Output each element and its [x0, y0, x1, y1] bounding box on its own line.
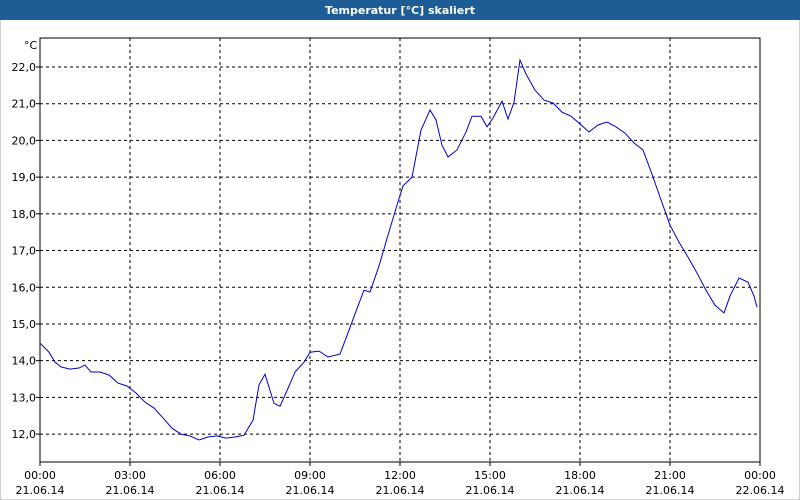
y-tick-label: 14,0 — [12, 355, 37, 368]
y-tick-label: 18,0 — [12, 208, 37, 221]
x-tick-date: 21.06.14 — [376, 484, 425, 497]
x-tick-date: 21.06.14 — [16, 484, 65, 497]
y-tick-label: 17,0 — [12, 245, 37, 258]
x-tick-date: 21.06.14 — [106, 484, 155, 497]
x-tick-date: 21.06.14 — [556, 484, 605, 497]
x-tick-date: 21.06.14 — [286, 484, 335, 497]
x-tick-label: 06:00 — [204, 469, 236, 482]
chart-title: Temperatur [°C] skaliert — [325, 4, 475, 17]
y-tick-label: 19,0 — [12, 171, 37, 184]
y-tick-label: 12,0 — [12, 428, 37, 441]
x-tick-label: 18:00 — [564, 469, 596, 482]
y-tick-label: 13,0 — [12, 391, 37, 404]
x-tick-label: 00:00 — [744, 469, 776, 482]
y-tick-label: 21,0 — [12, 98, 37, 111]
x-tick-label: 12:00 — [384, 469, 416, 482]
x-tick-date: 21.06.14 — [196, 484, 245, 497]
y-tick-label: 20,0 — [12, 134, 37, 147]
y-unit: °C — [24, 39, 38, 52]
x-tick-date: 21.06.14 — [466, 484, 515, 497]
x-tick-date: 21.06.14 — [646, 484, 695, 497]
x-tick-label: 09:00 — [294, 469, 326, 482]
y-tick-label: 15,0 — [12, 318, 37, 331]
x-tick-label: 21:00 — [654, 469, 686, 482]
title-bar — [0, 0, 800, 20]
y-tick-label: 22,0 — [12, 61, 37, 74]
data-line — [39, 58, 758, 441]
y-tick-label: 16,0 — [12, 281, 37, 294]
x-tick-label: 15:00 — [474, 469, 506, 482]
x-tick-label: 03:00 — [114, 469, 146, 482]
x-tick-date: 22.06.14 — [736, 484, 785, 497]
x-tick-label: 00:00 — [24, 469, 56, 482]
